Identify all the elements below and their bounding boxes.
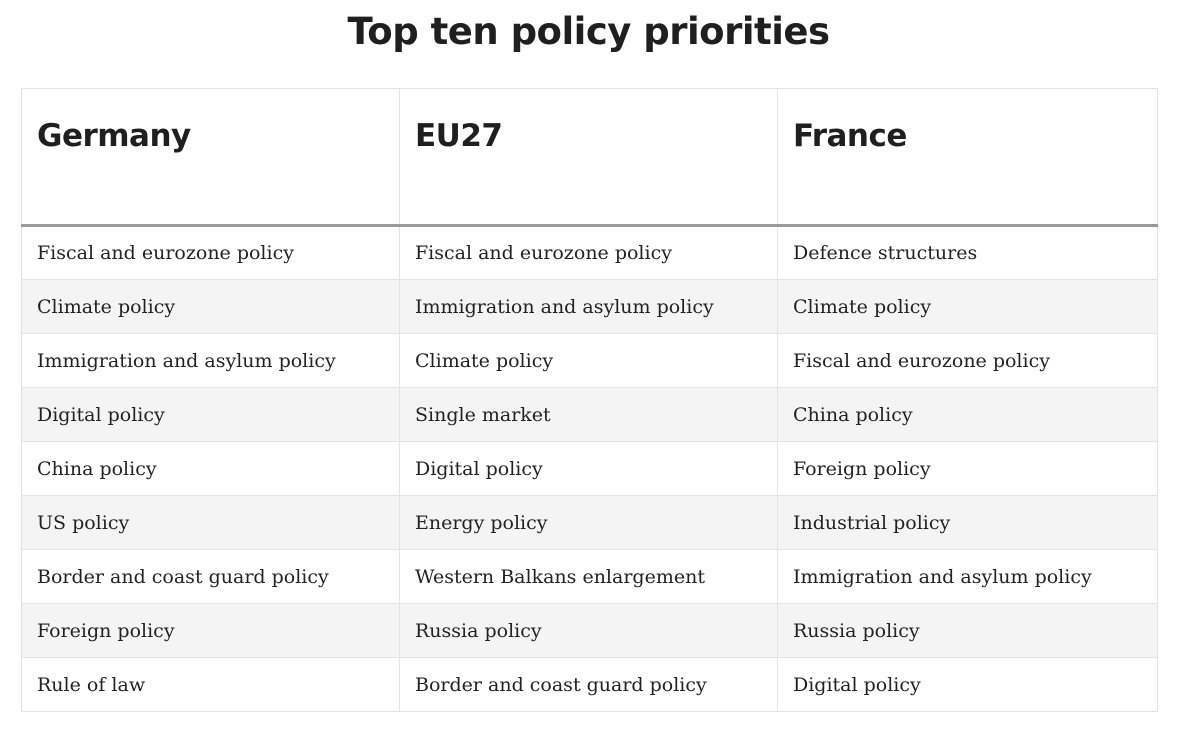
table-cell: Immigration and asylum policy <box>399 279 778 334</box>
table-cell: Foreign policy <box>777 441 1158 496</box>
table-cell: Immigration and asylum policy <box>777 549 1158 604</box>
table-cell: Single market <box>399 387 778 442</box>
table-cell: Climate policy <box>777 279 1158 334</box>
table-cell: Defence structures <box>777 225 1158 280</box>
table-cell: Climate policy <box>399 333 778 388</box>
table-cell: Western Balkans enlargement <box>399 549 778 604</box>
table-cell: US policy <box>21 495 400 550</box>
table-row: Rule of law Border and coast guard polic… <box>21 657 1158 712</box>
table-cell: Immigration and asylum policy <box>21 333 400 388</box>
table-row: Digital policy Single market China polic… <box>21 387 1158 442</box>
table-row: Immigration and asylum policy Climate po… <box>21 333 1158 388</box>
table-cell: Energy policy <box>399 495 778 550</box>
table-cell: Fiscal and eurozone policy <box>399 225 778 280</box>
table-row: Climate policy Immigration and asylum po… <box>21 279 1158 334</box>
table-cell: China policy <box>777 387 1158 442</box>
table-cell: Border and coast guard policy <box>399 657 778 712</box>
table-cell: Fiscal and eurozone policy <box>21 225 400 280</box>
table-cell: Rule of law <box>21 657 400 712</box>
column-header-germany: Germany <box>21 88 400 227</box>
page-title: Top ten policy priorities <box>347 10 830 53</box>
column-header-france: France <box>777 88 1158 227</box>
table-cell: Digital policy <box>21 387 400 442</box>
table-cell: Climate policy <box>21 279 400 334</box>
table-cell: Digital policy <box>777 657 1158 712</box>
priorities-table: Germany EU27 France Fiscal and eurozone … <box>21 88 1158 712</box>
table-row: Fiscal and eurozone policy Fiscal and eu… <box>21 225 1158 280</box>
table-cell: Industrial policy <box>777 495 1158 550</box>
table-cell: Russia policy <box>777 603 1158 658</box>
table-row: Foreign policy Russia policy Russia poli… <box>21 603 1158 658</box>
table-cell: Fiscal and eurozone policy <box>777 333 1158 388</box>
table-row: Border and coast guard policy Western Ba… <box>21 549 1158 604</box>
table-row: China policy Digital policy Foreign poli… <box>21 441 1158 496</box>
table-row: US policy Energy policy Industrial polic… <box>21 495 1158 550</box>
table-header-row: Germany EU27 France <box>21 88 1158 227</box>
table-cell: China policy <box>21 441 400 496</box>
table-cell: Border and coast guard policy <box>21 549 400 604</box>
column-header-eu27: EU27 <box>399 88 778 227</box>
table-cell: Russia policy <box>399 603 778 658</box>
table-cell: Digital policy <box>399 441 778 496</box>
table-cell: Foreign policy <box>21 603 400 658</box>
